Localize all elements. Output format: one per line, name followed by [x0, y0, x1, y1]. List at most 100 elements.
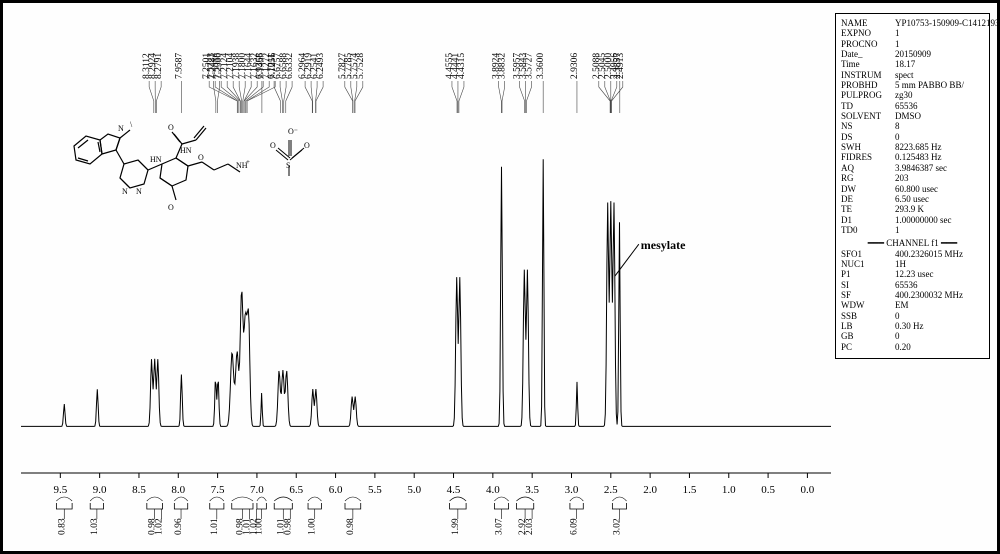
peak-label: 7.9587 — [175, 53, 185, 79]
svg-text:O⁻: O⁻ — [288, 127, 298, 136]
param-value: zg30 — [895, 90, 984, 100]
axis-tick-label: 8.0 — [171, 484, 185, 496]
param-row: PULPROGzg30 — [841, 90, 984, 100]
param-row: NS8 — [841, 121, 984, 131]
svg-text:O: O — [304, 141, 310, 150]
param-row: DW60.800 usec — [841, 184, 984, 194]
param-key: GB — [841, 331, 895, 341]
param-key: Time — [841, 59, 895, 69]
param-value: 8223.685 Hz — [895, 142, 984, 152]
param-value: 8 — [895, 121, 984, 131]
param-row: EXPNO1 — [841, 28, 984, 38]
svg-text:O: O — [168, 123, 174, 132]
param-key: SF — [841, 290, 895, 300]
peak-label: 8.2791 — [154, 53, 164, 79]
param-value: 20150909 — [895, 49, 984, 59]
param-value: 3.9846387 sec — [895, 163, 984, 173]
integral-label: 1.03 — [90, 518, 100, 535]
param-value: 0 — [895, 331, 984, 341]
param-row: P112.23 usec — [841, 269, 984, 279]
param-row: TE293.9 K — [841, 204, 984, 214]
integral-label: 3.07 — [494, 518, 504, 535]
param-row: SF400.2300032 MHz — [841, 290, 984, 300]
molecule-svg: N \ HN O HN O NH + O N N O O O⁻ S — [58, 98, 318, 228]
param-row: SSB0 — [841, 311, 984, 321]
svg-text:N: N — [122, 187, 128, 196]
param-value: 0 — [895, 311, 984, 321]
integral-label: 0.96 — [174, 518, 184, 535]
svg-text:O: O — [168, 203, 174, 212]
param-key: FIDRES — [841, 152, 895, 162]
param-row: SWH8223.685 Hz — [841, 142, 984, 152]
parameter-panel: NAMEYP10753-150909-C14121930-VEXPNO1PROC… — [835, 13, 990, 359]
param-value: 6.50 usec — [895, 194, 984, 204]
param-value: 18.17 — [895, 59, 984, 69]
svg-text:N: N — [118, 124, 124, 133]
param-value: DMSO — [895, 111, 984, 121]
param-row: FIDRES0.125483 Hz — [841, 152, 984, 162]
param-value: 0.20 — [895, 342, 984, 352]
param-key: AQ — [841, 163, 895, 173]
integral-label: 1.01 — [210, 518, 220, 535]
peak-label: 6.2493 — [316, 53, 326, 79]
svg-text:S: S — [286, 161, 290, 170]
integral-label: 0.98 — [346, 518, 356, 535]
axis-tick-label: 6.0 — [329, 484, 343, 496]
axis-tick-label: 6.5 — [289, 484, 303, 496]
param-key: SWH — [841, 142, 895, 152]
param-row: SOLVENTDMSO — [841, 111, 984, 121]
param-key: WDW — [841, 300, 895, 310]
integral-label: 0.98 — [283, 518, 293, 535]
mesylate-annotation: mesylate — [641, 238, 686, 253]
axis-tick-label: 9.0 — [93, 484, 107, 496]
peak-label: 3.8832 — [498, 53, 508, 79]
param-value: 5 mm PABBO BB/ — [895, 80, 984, 90]
integral-label: 6.09 — [570, 518, 580, 535]
param-key: TD — [841, 101, 895, 111]
axis-tick-label: 1.0 — [722, 484, 736, 496]
param-value: 1 — [895, 39, 984, 49]
peak-label: 3.5727 — [525, 53, 535, 79]
param-value: 0.30 Hz — [895, 321, 984, 331]
channel-label: CHANNEL f1 — [886, 238, 938, 248]
param-key: LB — [841, 321, 895, 331]
param-key: RG — [841, 173, 895, 183]
param-key: INSTRUM — [841, 70, 895, 80]
param-value: 293.9 K — [895, 204, 984, 214]
param-row: Time18.17 — [841, 59, 984, 69]
param-row: NAMEYP10753-150909-C14121930-V — [841, 18, 984, 28]
param-key: TD0 — [841, 225, 895, 235]
param-value: 0 — [895, 132, 984, 142]
peak-label: 5.7528 — [356, 53, 366, 79]
param-key: PROCNO — [841, 39, 895, 49]
param-row: TD01 — [841, 225, 984, 235]
param-key: NS — [841, 121, 895, 131]
axis-tick-label: 3.5 — [525, 484, 539, 496]
axis-tick-label: 1.5 — [683, 484, 697, 496]
param-value: spect — [895, 70, 984, 80]
param-value: 65536 — [895, 101, 984, 111]
svg-text:N: N — [136, 187, 142, 196]
param-row: AQ3.9846387 sec — [841, 163, 984, 173]
axis-tick-label: 2.5 — [604, 484, 618, 496]
param-row: RG203 — [841, 173, 984, 183]
svg-text:\: \ — [130, 120, 133, 129]
axis-tick-label: 5.0 — [407, 484, 421, 496]
axis-tick-label: 4.0 — [486, 484, 500, 496]
peak-label: 2.3857 — [613, 53, 623, 79]
param-key: NAME — [841, 18, 895, 28]
axis-tick-label: 7.0 — [250, 484, 264, 496]
peak-label: 6.6332 — [285, 53, 295, 79]
param-key: PROBHD — [841, 80, 895, 90]
spectrum-svg: 8.31128.29248.27917.95877.52237.50187.25… — [21, 13, 831, 543]
param-value: 12.23 usec — [895, 269, 984, 279]
integral-label: 0.83 — [57, 518, 67, 535]
param-key: SOLVENT — [841, 111, 895, 121]
param-value: 1.00000000 sec — [895, 215, 984, 225]
param-value: 60.800 usec — [895, 184, 984, 194]
svg-text:HN: HN — [150, 155, 162, 164]
param-key: EXPNO — [841, 28, 895, 38]
param-value: 203 — [895, 173, 984, 183]
peak-label: 6.9368 — [255, 53, 265, 79]
axis-tick-label: 7.5 — [211, 484, 225, 496]
